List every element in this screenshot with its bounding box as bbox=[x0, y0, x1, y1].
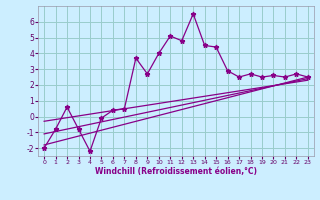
X-axis label: Windchill (Refroidissement éolien,°C): Windchill (Refroidissement éolien,°C) bbox=[95, 167, 257, 176]
